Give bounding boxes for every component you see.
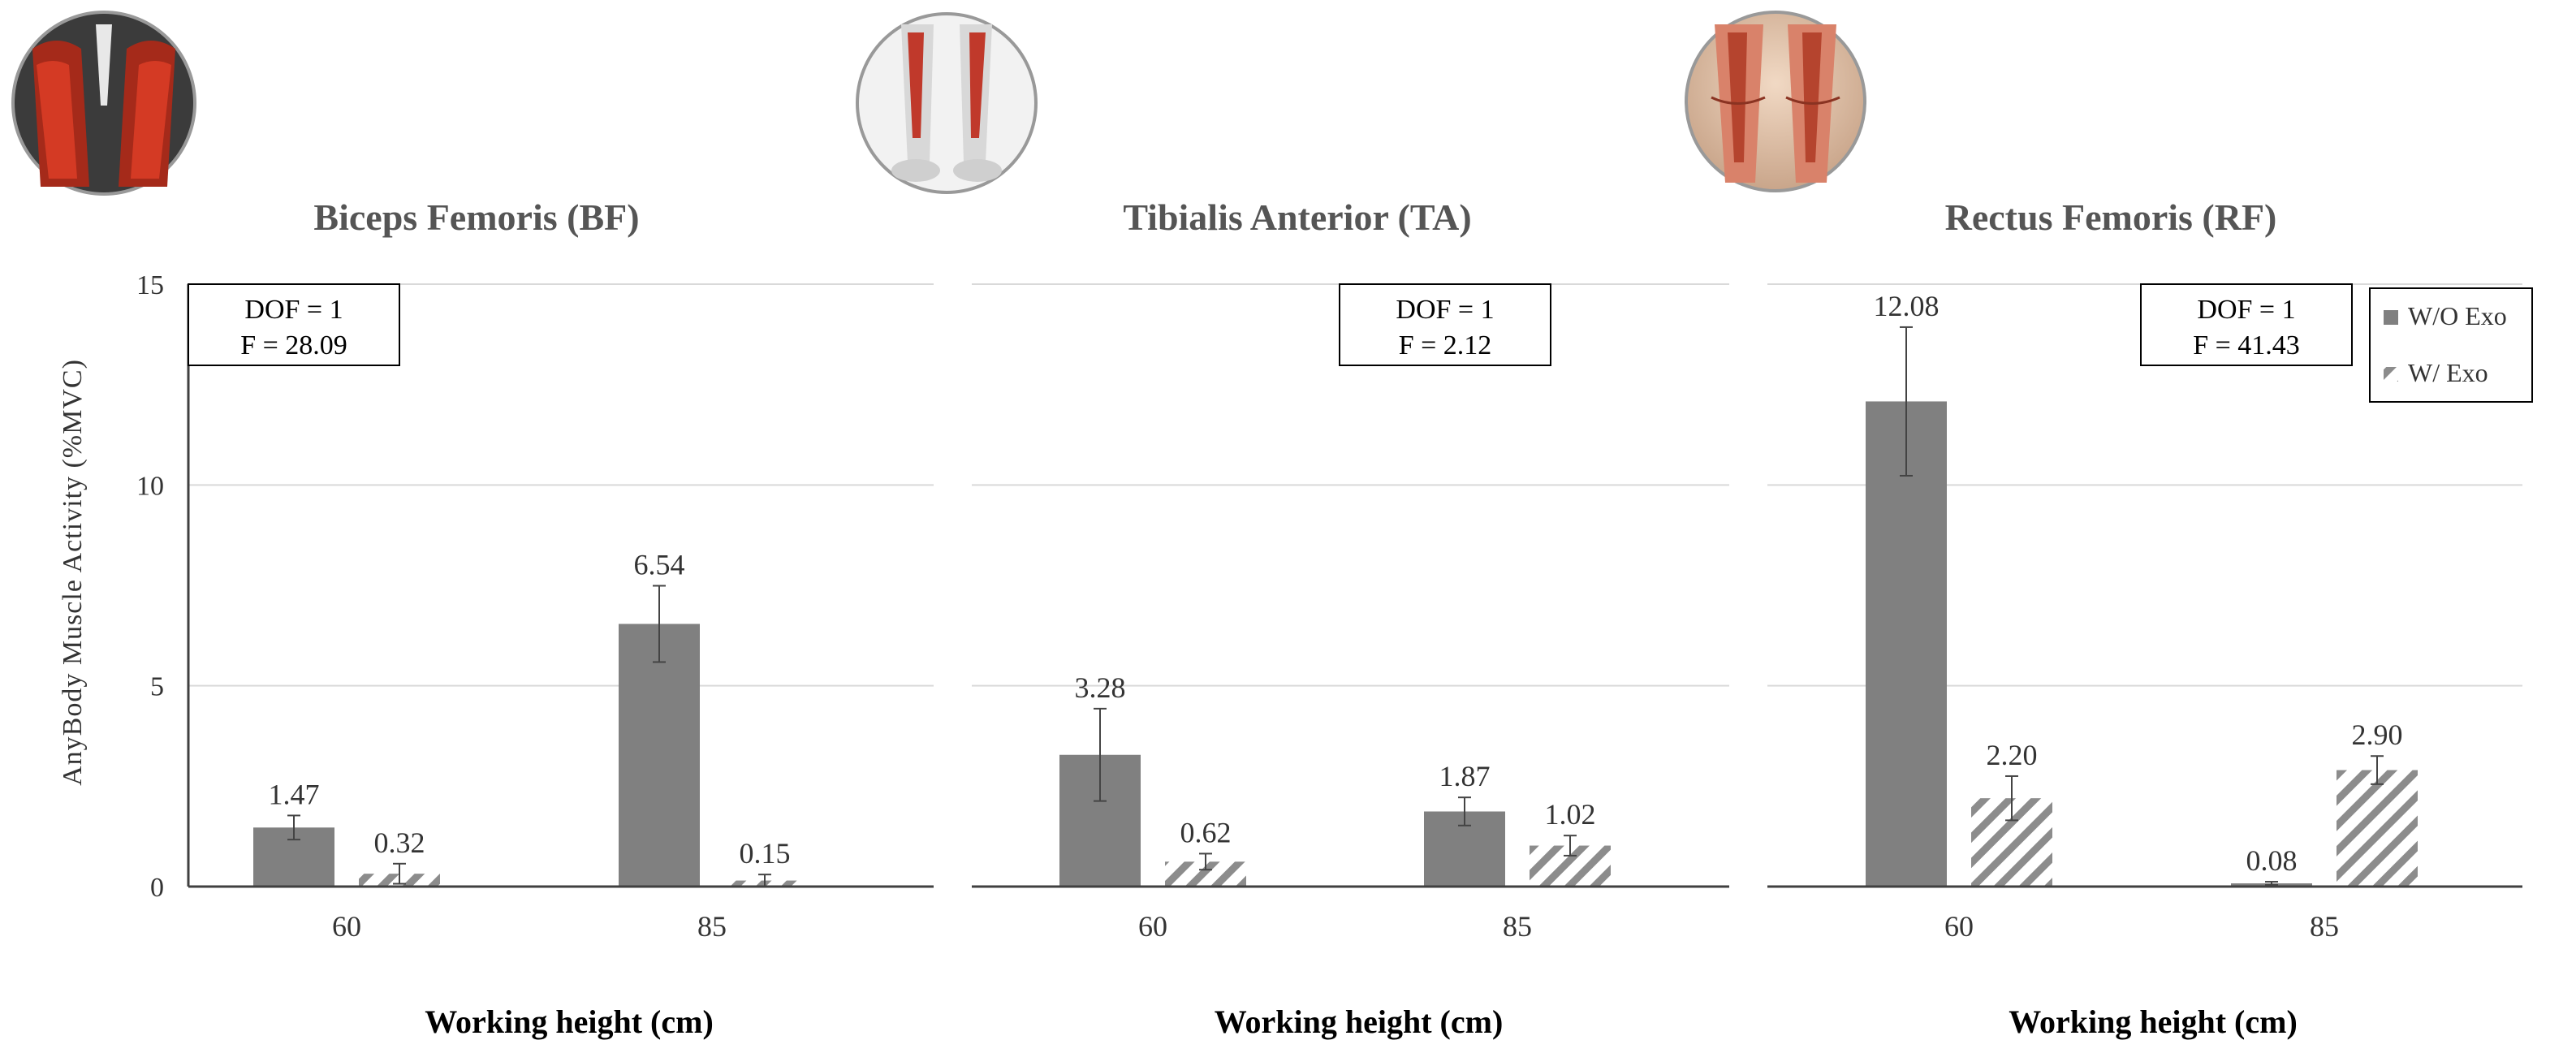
bar-without-exo xyxy=(1866,401,1947,887)
data-label: 1.47 xyxy=(269,778,320,810)
x-tick-label: 85 xyxy=(697,910,727,943)
x-tick-label: 60 xyxy=(1138,910,1167,943)
data-label: 0.32 xyxy=(374,826,425,859)
data-label: 6.54 xyxy=(634,548,685,580)
legend-swatch-hatched xyxy=(2384,367,2398,382)
tibialis-anterior-illustration-icon xyxy=(856,12,1038,194)
y-tick-label: 10 xyxy=(136,471,164,501)
stats-dof: DOF = 1 xyxy=(244,295,343,325)
stats-box-frame xyxy=(2140,283,2353,366)
data-label: 12.08 xyxy=(1874,290,1940,322)
stats-box: DOF = 1 F = 28.09 xyxy=(188,283,400,366)
x-axis-label: Working height (cm) xyxy=(1215,1003,1504,1040)
bar-with-exo xyxy=(2337,770,2418,887)
chart-title: Tibialis Anterior (TA) xyxy=(1123,196,1471,238)
biceps-femoris-illustration-icon xyxy=(11,11,196,196)
stats-dof: DOF = 1 xyxy=(1396,295,1494,325)
y-tick-label: 5 xyxy=(150,672,164,702)
data-label: 1.87 xyxy=(1439,760,1491,792)
stats-box: DOF = 1 F = 41.43 xyxy=(2140,283,2353,366)
data-label: 2.20 xyxy=(1987,739,2038,771)
data-label: 2.90 xyxy=(2352,719,2403,751)
chart-panel-rectus-femoris: Rectus Femoris (RF) 12.08 2.20 60 0.08 2.90 85… xyxy=(1767,196,2522,1040)
stats-f-value: F = 41.43 xyxy=(2193,330,2300,360)
chart-panel-biceps-femoris: 0 5 10 15 Biceps Femoris (BF) 1.47 0.32 60 6.54 0… xyxy=(136,196,934,1040)
chart-title: Biceps Femoris (BF) xyxy=(313,196,639,238)
x-tick-label: 85 xyxy=(1503,910,1532,943)
stats-f-value: F = 28.09 xyxy=(240,330,347,360)
data-label: 0.62 xyxy=(1180,816,1232,848)
data-label: 1.02 xyxy=(1545,798,1596,831)
x-axis-label: Working height (cm) xyxy=(2009,1003,2298,1040)
bar-without-exo xyxy=(619,624,700,887)
stats-box-frame xyxy=(188,283,400,366)
y-axis-label: AnyBody Muscle Activity (%MVC) xyxy=(58,359,88,786)
stats-f-value: F = 2.12 xyxy=(1399,330,1492,360)
rectus-femoris-illustration-icon xyxy=(1685,11,1866,192)
x-tick-label: 60 xyxy=(332,910,361,943)
chart-title: Rectus Femoris (RF) xyxy=(1945,196,2277,238)
legend-label-with-exo: W/ Exo xyxy=(2408,358,2488,387)
data-label: 0.08 xyxy=(2246,844,2298,877)
stats-dof: DOF = 1 xyxy=(2197,295,2295,325)
x-tick-label: 85 xyxy=(2310,910,2339,943)
legend: W/O Exo W/ Exo xyxy=(2369,287,2533,403)
stats-box-frame xyxy=(1339,283,1551,366)
data-label: 3.28 xyxy=(1075,671,1126,704)
legend-label-without-exo: W/O Exo xyxy=(2408,301,2507,330)
data-label: 0.15 xyxy=(740,837,791,870)
legend-swatch-solid xyxy=(2384,310,2398,325)
x-axis-label: Working height (cm) xyxy=(425,1003,714,1040)
x-tick-label: 60 xyxy=(1944,910,1974,943)
y-tick-label: 0 xyxy=(150,873,164,903)
chart-panel-tibialis-anterior: Tibialis Anterior (TA) 3.28 0.62 60 1.87 1.02… xyxy=(972,196,1729,1040)
legend-frame xyxy=(2369,287,2533,403)
stats-box: DOF = 1 F = 2.12 xyxy=(1339,283,1551,366)
y-tick-label: 15 xyxy=(136,270,164,300)
